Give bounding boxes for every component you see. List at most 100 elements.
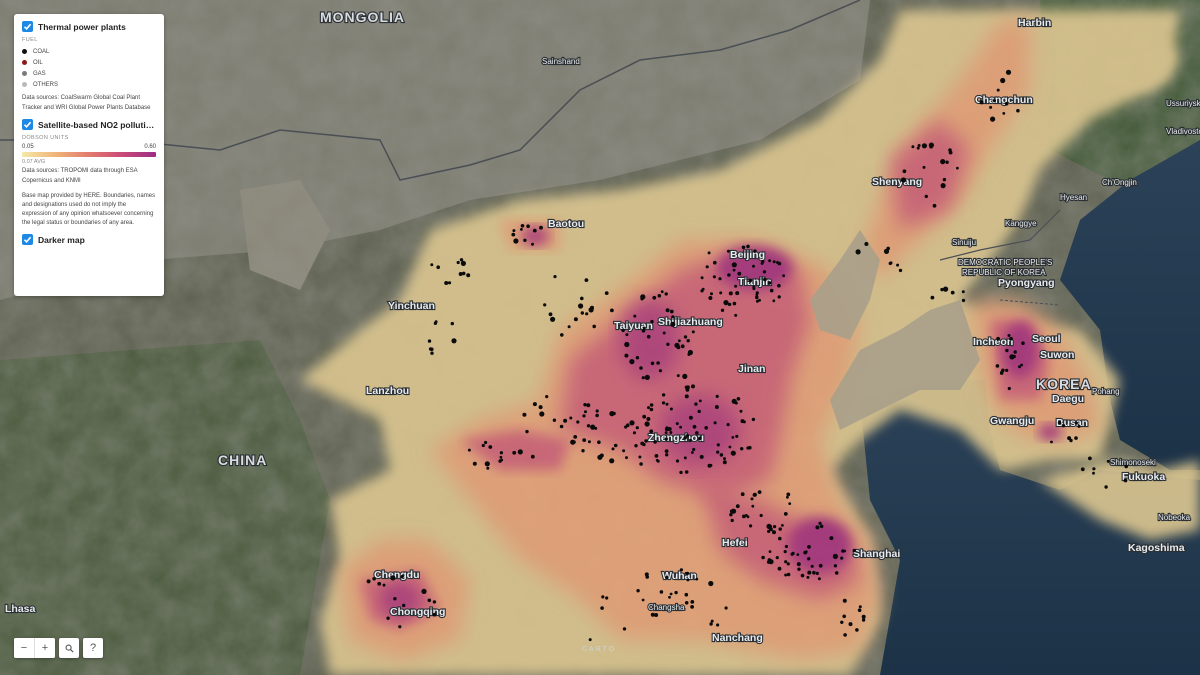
power-plant-dot[interactable]	[781, 524, 784, 527]
power-plant-dot[interactable]	[777, 566, 782, 571]
power-plant-dot[interactable]	[735, 504, 740, 509]
power-plant-dot[interactable]	[610, 308, 614, 313]
power-plant-dot[interactable]	[1067, 436, 1072, 441]
power-plant-dot[interactable]	[548, 312, 553, 317]
power-plant-dot[interactable]	[624, 341, 630, 348]
power-plant-dot[interactable]	[1124, 464, 1128, 469]
power-plant-dot[interactable]	[852, 548, 856, 553]
power-plant-dot[interactable]	[639, 366, 643, 370]
power-plant-dot[interactable]	[752, 264, 755, 268]
power-plant-dot[interactable]	[458, 272, 463, 276]
power-plant-dot[interactable]	[1012, 354, 1016, 359]
power-plant-dot[interactable]	[679, 568, 684, 572]
power-plant-dot[interactable]	[599, 453, 604, 458]
power-plant-dot[interactable]	[698, 399, 702, 403]
power-plant-dot[interactable]	[740, 492, 745, 497]
power-plant-dot[interactable]	[979, 100, 984, 105]
power-plant-dot[interactable]	[855, 628, 859, 632]
power-plant-dot[interactable]	[664, 449, 669, 453]
power-plant-dot[interactable]	[730, 518, 734, 523]
power-plant-dot[interactable]	[601, 595, 605, 599]
power-plant-dot[interactable]	[517, 449, 523, 455]
power-plant-dot[interactable]	[634, 444, 638, 448]
power-plant-dot[interactable]	[786, 562, 790, 566]
power-plant-dot[interactable]	[650, 361, 655, 366]
power-plant-dot[interactable]	[777, 295, 781, 299]
power-plant-dot[interactable]	[578, 303, 584, 309]
power-plant-dot[interactable]	[861, 618, 866, 622]
power-plant-dot[interactable]	[1005, 368, 1009, 372]
power-plant-dot[interactable]	[1092, 471, 1095, 475]
power-plant-dot[interactable]	[597, 440, 601, 445]
power-plant-dot[interactable]	[767, 529, 771, 534]
power-plant-dot[interactable]	[900, 177, 907, 183]
power-plant-dot[interactable]	[843, 633, 847, 637]
power-plant-dot[interactable]	[740, 447, 744, 451]
power-plant-dot[interactable]	[595, 409, 599, 413]
power-plant-dot[interactable]	[523, 238, 527, 242]
power-plant-dot[interactable]	[753, 249, 757, 253]
power-plant-dot[interactable]	[553, 275, 557, 279]
power-plant-dot[interactable]	[674, 590, 678, 595]
power-plant-dot[interactable]	[1077, 424, 1081, 428]
power-plant-dot[interactable]	[590, 424, 596, 430]
power-plant-dot[interactable]	[786, 492, 791, 497]
power-plant-dot[interactable]	[757, 490, 762, 494]
power-plant-dot[interactable]	[682, 373, 688, 379]
power-plant-dot[interactable]	[762, 270, 767, 274]
power-plant-dot[interactable]	[647, 406, 650, 410]
power-plant-dot[interactable]	[707, 463, 712, 468]
power-plant-dot[interactable]	[772, 299, 776, 303]
power-plant-dot[interactable]	[942, 177, 947, 182]
power-plant-dot[interactable]	[656, 361, 660, 365]
power-plant-dot[interactable]	[1104, 485, 1108, 489]
power-plant-dot[interactable]	[858, 605, 862, 609]
power-plant-dot[interactable]	[718, 277, 722, 281]
power-plant-dot[interactable]	[670, 321, 676, 327]
power-plant-dot[interactable]	[600, 606, 604, 610]
power-plant-dot[interactable]	[815, 571, 819, 576]
power-plant-dot[interactable]	[658, 369, 663, 373]
power-plant-dot[interactable]	[640, 297, 644, 301]
power-plant-dot[interactable]	[1001, 368, 1005, 373]
power-plant-dot[interactable]	[692, 424, 697, 429]
power-plant-dot[interactable]	[829, 536, 834, 541]
power-plant-dot[interactable]	[902, 169, 907, 174]
power-plant-dot[interactable]	[716, 623, 720, 627]
power-plant-dot[interactable]	[625, 456, 628, 460]
power-plant-dot[interactable]	[713, 260, 717, 265]
power-plant-dot[interactable]	[784, 560, 788, 564]
power-plant-dot[interactable]	[1074, 421, 1078, 425]
zoom-out-button[interactable]: −	[14, 638, 35, 658]
power-plant-dot[interactable]	[653, 440, 657, 444]
power-plant-dot[interactable]	[848, 622, 853, 627]
power-plant-dot[interactable]	[956, 166, 959, 170]
power-plant-dot[interactable]	[695, 431, 699, 435]
power-plant-dot[interactable]	[421, 588, 427, 595]
power-plant-dot[interactable]	[573, 317, 578, 322]
power-plant-dot[interactable]	[864, 242, 869, 246]
power-plant-dot[interactable]	[797, 567, 801, 571]
power-plant-dot[interactable]	[486, 466, 490, 470]
power-plant-dot[interactable]	[840, 620, 844, 624]
power-plant-dot[interactable]	[654, 613, 659, 617]
power-plant-dot[interactable]	[950, 290, 955, 295]
layer-toggle-darker-map[interactable]: Darker map	[22, 234, 156, 245]
power-plant-dot[interactable]	[604, 291, 609, 295]
power-plant-dot[interactable]	[684, 572, 688, 575]
power-plant-dot[interactable]	[570, 439, 576, 445]
power-plant-dot[interactable]	[943, 286, 949, 292]
power-plant-dot[interactable]	[641, 376, 645, 380]
power-plant-dot[interactable]	[940, 159, 946, 165]
power-plant-dot[interactable]	[484, 440, 488, 445]
power-plant-dot[interactable]	[680, 344, 685, 349]
power-plant-dot[interactable]	[689, 438, 692, 442]
power-plant-dot[interactable]	[700, 276, 704, 280]
power-plant-dot[interactable]	[742, 514, 746, 519]
power-plant-dot[interactable]	[857, 608, 862, 612]
power-plant-dot[interactable]	[498, 459, 502, 463]
power-plant-dot[interactable]	[752, 285, 756, 289]
power-plant-dot[interactable]	[459, 258, 464, 262]
power-plant-dot[interactable]	[767, 558, 772, 562]
power-plant-dot[interactable]	[532, 402, 537, 407]
